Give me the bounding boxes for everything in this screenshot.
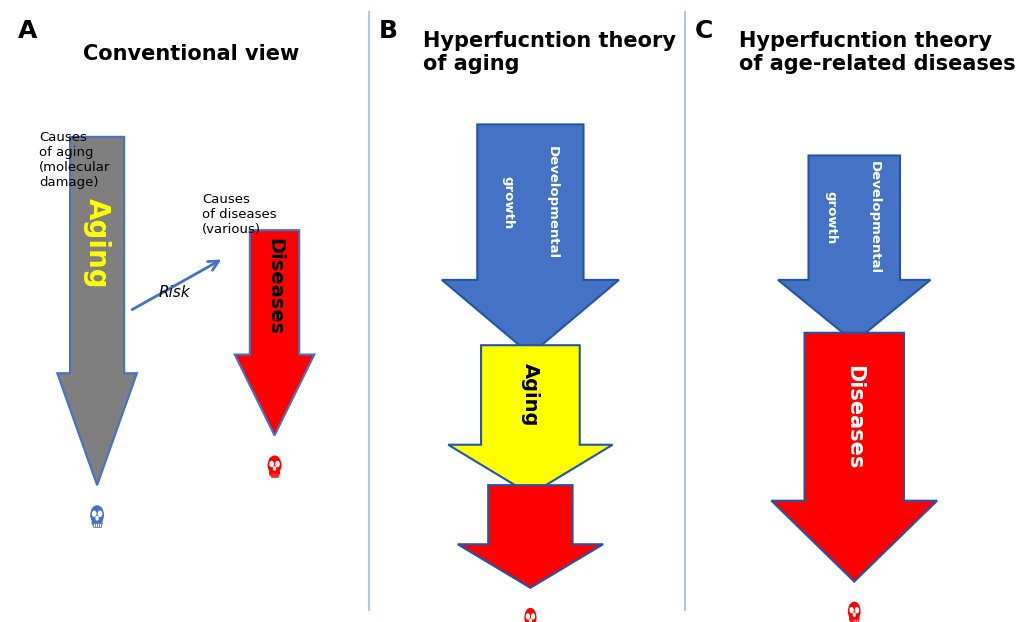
Ellipse shape [270,462,273,466]
Polygon shape [777,156,929,342]
Bar [97,523,99,527]
Ellipse shape [849,608,852,613]
Bar [99,523,101,527]
Bar [94,523,95,527]
Bar [852,620,853,622]
Bar [270,473,272,477]
Text: A: A [17,19,37,43]
Ellipse shape [268,456,280,474]
Ellipse shape [93,511,96,516]
Bar [850,620,851,622]
Text: Developmental: Developmental [545,146,558,259]
Bar [855,620,857,622]
Text: Hyperfucntion theory
of aging: Hyperfucntion theory of aging [423,31,676,74]
Text: Risk: Risk [159,285,191,300]
Ellipse shape [91,506,103,524]
Text: B: B [378,19,397,43]
Bar [276,473,278,477]
Ellipse shape [855,608,858,613]
Text: Aging: Aging [83,198,111,289]
Text: Diseases: Diseases [844,364,863,469]
Ellipse shape [525,608,535,622]
Text: ases: ases [506,499,519,530]
Ellipse shape [849,615,858,622]
Text: C: C [695,19,713,43]
Polygon shape [441,124,619,355]
Ellipse shape [96,516,98,520]
Ellipse shape [275,462,279,466]
Text: growth: growth [823,191,837,244]
Text: Diseases: Diseases [265,238,283,335]
Text: Causes
of diseases
(various): Causes of diseases (various) [202,193,276,236]
Ellipse shape [529,619,531,622]
Bar [274,473,276,477]
Ellipse shape [269,469,279,477]
Text: Dise: Dise [541,500,553,529]
Bar [854,620,855,622]
Ellipse shape [98,511,102,516]
Text: Hyperfucntion theory
of age-related diseases: Hyperfucntion theory of age-related dise… [739,31,1015,74]
Polygon shape [234,230,314,435]
Ellipse shape [92,519,102,527]
Polygon shape [57,137,137,485]
Polygon shape [458,485,602,588]
Ellipse shape [531,614,534,619]
Ellipse shape [848,602,859,620]
Ellipse shape [853,613,854,616]
Ellipse shape [273,466,275,470]
Polygon shape [447,345,612,494]
Ellipse shape [526,614,529,619]
Text: growth: growth [501,175,515,229]
Text: Conventional view: Conventional view [83,44,300,63]
Polygon shape [770,333,936,582]
Bar [95,523,97,527]
Text: Causes
of aging
(molecular
damage): Causes of aging (molecular damage) [39,131,110,188]
Bar [272,473,274,477]
Text: Aging: Aging [521,363,539,427]
Text: Developmental: Developmental [867,161,879,274]
